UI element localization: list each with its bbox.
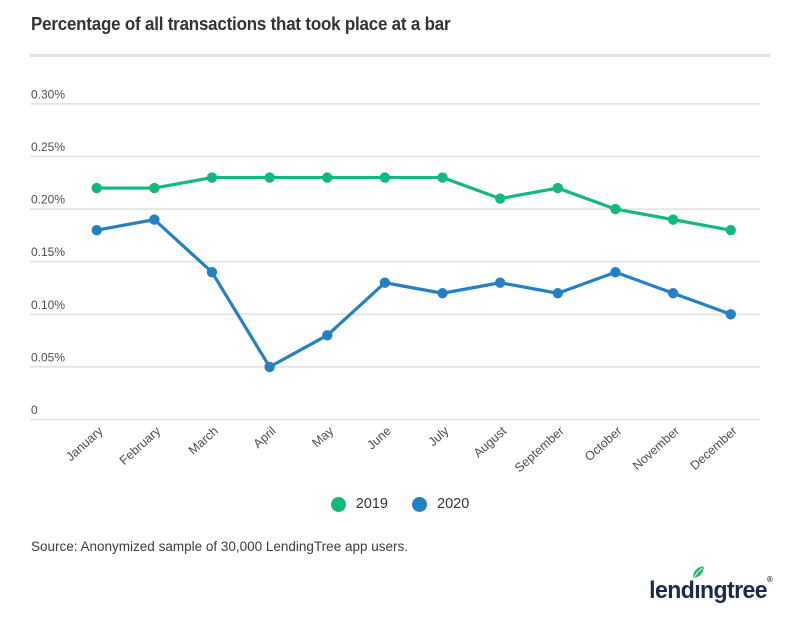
y-tick-label: 0.25% — [31, 140, 65, 154]
legend-dot-icon — [412, 496, 427, 512]
data-point-2019-June — [379, 172, 391, 183]
data-point-2020-October — [610, 267, 621, 278]
data-point-2020-December — [725, 309, 736, 320]
x-tick-label: August — [471, 423, 510, 460]
registered-mark: ® — [767, 575, 773, 584]
data-point-2019-August — [494, 193, 506, 204]
source-note: Source: Anonymized sample of 30,000 Lend… — [31, 539, 408, 554]
logo-letter-i: ı — [693, 566, 704, 605]
x-tick-label: May — [309, 423, 336, 450]
y-tick-label: 0.30% — [31, 87, 65, 101]
data-point-2020-June — [379, 277, 391, 288]
data-point-2020-May — [322, 330, 333, 341]
data-point-2019-April — [264, 172, 275, 183]
x-tick-label: November — [630, 424, 682, 473]
data-point-2019-February — [149, 182, 160, 194]
data-point-2019-March — [206, 172, 218, 183]
lendingtree-logo: lend ıngtree® — [649, 566, 773, 605]
legend-item-2019: 2019 — [330, 496, 388, 512]
legend-label: 2020 — [437, 496, 470, 512]
data-point-2020-November — [667, 288, 679, 299]
x-tick-label: July — [426, 423, 452, 449]
data-point-2020-August — [494, 277, 506, 288]
line-chart: 0.30% 0.25% 0.20% 0.15% 0.10% 0.05% 0 January Fe… — [30, 87, 760, 475]
logo-text-post: ngtree — [700, 577, 768, 604]
x-tick-label: December — [688, 424, 740, 473]
data-point-2020-March — [206, 267, 218, 278]
series-line-2020 — [95, 218, 733, 369]
chart-legend: 2019 2020 — [0, 496, 800, 512]
data-point-2019-December — [725, 224, 736, 236]
title-divider — [30, 54, 770, 57]
x-tick-label: March — [186, 424, 221, 458]
logo-i-glyph: ı — [694, 577, 701, 604]
data-point-2019-May — [322, 172, 333, 183]
legend-dot-icon — [330, 496, 346, 512]
y-tick-label: 0 — [31, 403, 38, 417]
legend-item-2020: 2020 — [412, 496, 469, 512]
data-point-2020-January — [91, 224, 102, 236]
data-point-2020-April — [264, 361, 275, 373]
y-tick-label: 0.05% — [31, 350, 65, 364]
x-tick-label: June — [364, 424, 394, 453]
data-point-2020-July — [437, 288, 448, 299]
data-point-2019-January — [91, 182, 102, 194]
leaf-icon — [693, 566, 704, 578]
legend-label: 2019 — [355, 496, 388, 512]
x-tick-label: January — [63, 423, 106, 464]
data-point-2019-November — [667, 214, 679, 225]
x-tick-label: February — [117, 423, 164, 467]
data-point-2020-September — [552, 288, 564, 299]
chart-title: Percentage of all transactions that took… — [31, 14, 451, 34]
data-point-2019-July — [437, 172, 448, 183]
series-line-2019 — [95, 175, 733, 232]
x-tick-label: October — [582, 424, 624, 464]
data-point-2019-September — [552, 182, 564, 194]
x-tick-label: September — [512, 424, 567, 475]
y-tick-label: 0.15% — [31, 245, 65, 259]
x-tick-label: April — [251, 424, 279, 451]
data-point-2020-February — [149, 214, 160, 225]
data-point-2019-October — [610, 203, 621, 215]
logo-text-pre: lend — [649, 577, 695, 604]
y-tick-label: 0.20% — [31, 193, 65, 207]
y-tick-label: 0.10% — [31, 298, 65, 312]
